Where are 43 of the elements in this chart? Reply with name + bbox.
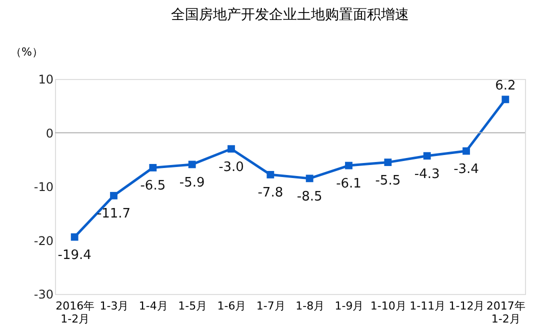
point: [149, 164, 157, 172]
text: -7.8: [258, 186, 284, 201]
y-tick-label: 10: [38, 72, 54, 86]
text: -3.4: [454, 162, 479, 178]
y-tick-label: 0: [46, 126, 54, 140]
text: -6.5: [140, 178, 166, 194]
point: [462, 147, 470, 155]
y-tick-label: -10: [34, 180, 54, 194]
x-tick-label: 1-3月: [100, 300, 129, 312]
text: -4.3: [414, 166, 440, 182]
x-tick-label: 1-11月: [410, 300, 446, 312]
point: [188, 160, 196, 168]
x-tick-label: 2017年 1-2月: [486, 300, 526, 326]
point: [306, 174, 314, 182]
point: [345, 162, 352, 170]
text: 6.2: [495, 78, 516, 94]
x-tick-label: 1-6月: [217, 300, 246, 312]
text: -6.1: [336, 176, 362, 192]
point: [502, 96, 510, 104]
x-tick-label: 1-7月: [256, 300, 286, 312]
y-tick-label: -20: [34, 234, 54, 248]
point: [423, 152, 431, 160]
text: -11.7: [96, 206, 131, 222]
x-tick-label: 1-8月: [296, 300, 325, 312]
text: -19.4: [58, 248, 92, 264]
y-tick-label: -30: [34, 288, 54, 302]
text: -8.5: [296, 189, 322, 204]
text: -5.9: [179, 175, 205, 190]
x-tick-label: 1-5月: [178, 300, 208, 312]
text: -5.5: [375, 173, 401, 188]
point: [384, 158, 392, 166]
point: [266, 170, 274, 178]
x-tick-label: 1-12月: [448, 300, 485, 312]
x-tick-label: 1-10月: [370, 300, 406, 312]
text: -3.0: [218, 160, 244, 175]
x-tick-label: 1-4月: [138, 300, 168, 312]
point: [70, 233, 78, 241]
chart-title: 全国房地产开发企业土地购置面积增速: [171, 7, 409, 23]
point: [110, 192, 118, 200]
x-tick-label: 1-9月: [334, 300, 364, 312]
point: [228, 145, 235, 153]
y-axis-title: （%）: [10, 46, 43, 58]
x-tick-label: 2016年 1-2月: [56, 300, 95, 326]
